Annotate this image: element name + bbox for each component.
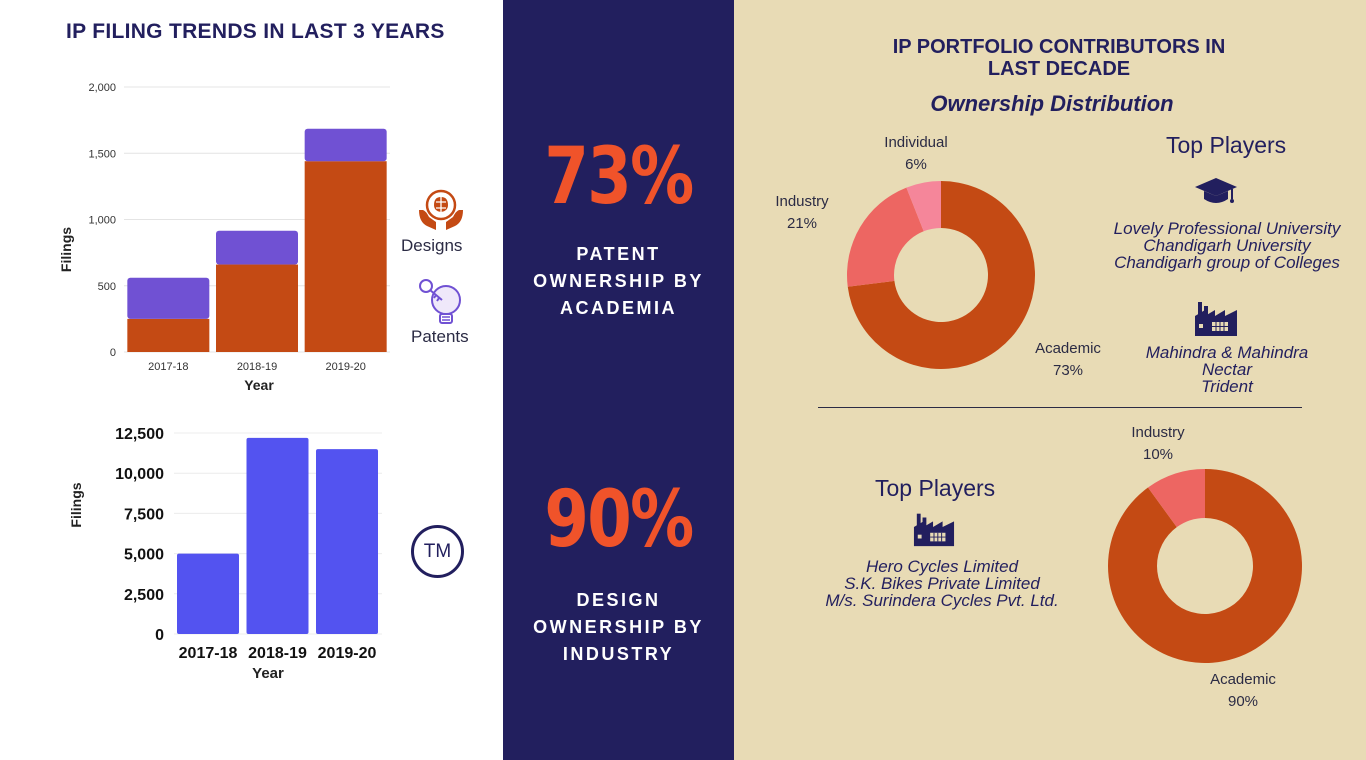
- y-tick-label: 500: [98, 281, 116, 293]
- left-panel: IP FILING TRENDS IN LAST 3 YEARS 0 500 1,0…: [0, 0, 503, 760]
- trademark-icon: TM: [411, 525, 464, 578]
- ownership-donut-chart-1: Academic 73% Industry 21% Individual 6%: [775, 134, 1101, 379]
- bar-patents: [304, 128, 387, 162]
- bar-designs: [304, 161, 387, 352]
- x-axis-label: Year: [244, 377, 274, 393]
- slice-academic: [847, 181, 1035, 369]
- slice-label: Academic: [1210, 671, 1276, 688]
- x-tick-label: 2018-19: [237, 361, 277, 373]
- slice-label: Industry: [1131, 424, 1185, 441]
- y-axis-label: Filings: [58, 227, 74, 272]
- y-tick-label: 1,500: [88, 148, 116, 160]
- bar-trademarks: [316, 449, 378, 634]
- y-tick-label: 2,500: [124, 587, 164, 604]
- slice-value: 10%: [1143, 446, 1173, 463]
- y-tick-label: 2,000: [88, 82, 116, 94]
- y-tick-label: 5,000: [124, 547, 164, 564]
- slice-value: 21%: [787, 215, 817, 232]
- patents-label: Patents: [411, 327, 469, 346]
- x-tick-label: 2019-20: [325, 361, 365, 373]
- x-axis-label: Year: [252, 665, 284, 682]
- trademark-bar-chart: 0 2,500 5,000 7,500 10,000 12,500 2017-18 2018-…: [68, 426, 382, 682]
- graduation-cap-icon: [1194, 176, 1238, 208]
- factory-icon: [913, 509, 955, 547]
- slice-industry: [847, 187, 924, 287]
- x-tick-label: 2019-20: [318, 645, 377, 662]
- ownership-donut-chart-2: Academic 90% Industry 10%: [1108, 424, 1302, 710]
- brain-hands-icon: [416, 188, 466, 234]
- designs-label: Designs: [401, 236, 463, 255]
- patent-stat-label: PATENT OWNERSHIP BY ACADEMIA: [533, 244, 704, 318]
- design-stat-label: DESIGN OWNERSHIP BY INDUSTRY: [533, 590, 704, 664]
- patent-stat-value: 73%: [544, 132, 694, 222]
- slice-value: 90%: [1228, 693, 1258, 710]
- left-title: IP FILING TRENDS IN LAST 3 YEARS: [66, 20, 445, 43]
- stats-panel: 73% PATENT OWNERSHIP BY ACADEMIA 90% DES…: [503, 0, 734, 760]
- lightbulb-key-icon: [416, 278, 468, 330]
- slice-academic: [1108, 469, 1302, 663]
- x-tick-label: 2017-18: [148, 361, 188, 373]
- factory-icon: [1194, 298, 1238, 336]
- top-players-title-2: Top Players: [875, 475, 996, 501]
- slice-value: 6%: [905, 156, 927, 173]
- y-tick-label: 0: [110, 347, 116, 359]
- x-tick-label: 2017-18: [179, 645, 238, 662]
- stacked-bar-chart: 0 500 1,000 1,500 2,000 2017-18 2018-19 2019-20…: [58, 82, 390, 393]
- industry-players-list-1: Mahindra & Mahindra Nectar Trident: [1145, 343, 1309, 396]
- slice-label: Academic: [1035, 340, 1101, 357]
- y-tick-label: 12,500: [115, 426, 164, 443]
- right-title: IP PORTFOLIO CONTRIBUTORS IN LAST DECADE: [892, 36, 1226, 80]
- slice-industry: [1147, 469, 1205, 528]
- y-tick-label: 7,500: [124, 506, 164, 523]
- bar-patents: [127, 277, 210, 319]
- bar-designs: [216, 264, 298, 352]
- y-tick-label: 1,000: [88, 215, 116, 227]
- y-axis-label: Filings: [68, 482, 84, 527]
- right-subtitle: Ownership Distribution: [930, 91, 1174, 116]
- academia-players-list: Lovely Professional University Chandigar…: [1113, 219, 1341, 272]
- slice-label: Industry: [775, 193, 829, 210]
- bar-patents: [216, 230, 298, 265]
- section-divider: [818, 407, 1302, 408]
- x-tick-label: 2018-19: [248, 645, 307, 662]
- y-tick-label: 0: [155, 627, 164, 644]
- slice-value: 73%: [1053, 362, 1083, 379]
- right-panel: IP PORTFOLIO CONTRIBUTORS IN LAST DECADE…: [734, 0, 1366, 760]
- bar-designs: [127, 318, 210, 352]
- top-players-title-1: Top Players: [1166, 132, 1287, 158]
- y-tick-label: 10,000: [115, 466, 164, 483]
- bar-trademarks: [177, 553, 239, 634]
- slice-label: Individual: [884, 134, 947, 151]
- design-stat-value: 90%: [544, 475, 694, 565]
- industry-players-list-2: Hero Cycles Limited S.K. Bikes Private L…: [825, 557, 1059, 610]
- slice-individual: [906, 181, 941, 232]
- bar-trademarks: [246, 437, 309, 634]
